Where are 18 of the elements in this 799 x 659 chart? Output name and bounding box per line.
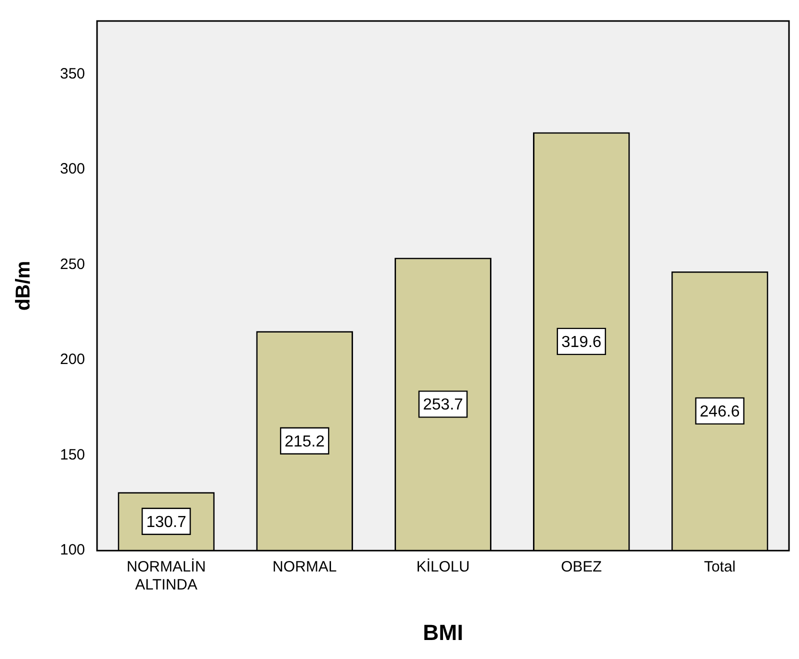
data-label: 253.7 xyxy=(422,396,464,414)
y-tick-label: 350 xyxy=(60,65,86,82)
data-label: 215.2 xyxy=(284,433,325,450)
y-tick-label: 300 xyxy=(60,160,86,178)
y-axis-title: dB/m xyxy=(12,260,35,311)
y-tick-label: 100 xyxy=(60,542,86,559)
data-label: 130.7 xyxy=(146,514,186,531)
x-axis-title: BMI xyxy=(422,620,464,645)
y-tick-label: 200 xyxy=(60,351,86,368)
x-tick-label: OBEZ xyxy=(560,558,602,576)
data-label: 246.6 xyxy=(700,403,740,420)
data-label: 319.6 xyxy=(561,334,602,351)
x-tick-label: NORMALİN ALTINDA xyxy=(126,558,206,594)
x-tick-label: KİLOLU xyxy=(416,558,470,576)
x-tick-label: Total xyxy=(704,558,736,576)
x-tick-label: NORMAL xyxy=(272,558,337,576)
y-tick-label: 250 xyxy=(60,256,86,273)
y-tick-label: 150 xyxy=(60,446,86,464)
